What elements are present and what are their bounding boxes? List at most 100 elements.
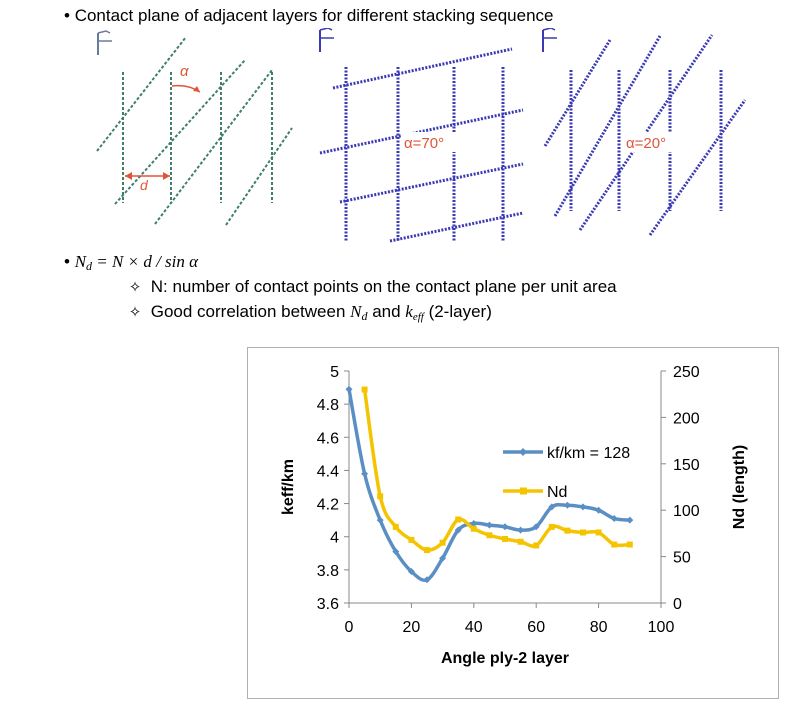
- data-point-nd: [502, 535, 508, 542]
- inclined-fiber-line: [543, 39, 612, 147]
- data-point-nd: [533, 542, 540, 549]
- x-axis-title: Angle ply-2 layer: [441, 650, 569, 667]
- data-point-keff: [454, 526, 462, 534]
- data-point-keff: [579, 503, 587, 511]
- data-point-keff: [626, 516, 634, 524]
- data-point-keff: [361, 470, 369, 478]
- panel-alpha-20: α=20°: [542, 28, 747, 236]
- legend-marker-keff: [519, 448, 527, 456]
- inclined-fiber-line: [332, 47, 513, 90]
- legend-marker-nd: [520, 487, 527, 495]
- chart-series: [345, 385, 634, 584]
- panel-general-alpha: dα: [96, 30, 293, 226]
- inclined-fiber-line: [96, 36, 187, 152]
- data-point-keff: [407, 568, 415, 576]
- data-point-nd: [424, 547, 430, 554]
- data-point-keff: [439, 554, 447, 562]
- data-point-nd: [455, 516, 462, 523]
- data-point-nd: [392, 523, 399, 530]
- y-tick-label: 4.8: [317, 397, 339, 414]
- bullet-title-text: Contact plane of adjacent layers for dif…: [74, 6, 554, 25]
- data-point-keff: [517, 526, 525, 534]
- label-background: [402, 132, 460, 152]
- formula-body: = N × d / sin α: [92, 252, 199, 271]
- y-tick-label: 5: [330, 364, 339, 381]
- y-tick-label: 3.6: [317, 596, 339, 613]
- y2-tick-label: 0: [673, 596, 682, 613]
- inclined-fiber-line: [578, 34, 714, 231]
- data-point-keff: [548, 503, 556, 511]
- sub-bullet-correlation: ✧ Good correlation between Nd and keff (…: [124, 302, 492, 324]
- sub-bullet-n-text: N: number of contact points on the conta…: [150, 277, 617, 296]
- x-tick-label: 0: [345, 619, 354, 636]
- stacking-illustrations: dα α=70° α=20°: [96, 28, 747, 243]
- data-point-nd: [408, 536, 415, 543]
- dimension-d-label: d: [140, 177, 149, 193]
- data-point-nd: [564, 527, 571, 534]
- formula-nd-sub: d: [86, 259, 93, 273]
- y-tick-label: 4.6: [317, 430, 339, 447]
- data-point-keff: [345, 385, 353, 393]
- sub-bullet-n: ✧ N: number of contact points on the con…: [124, 277, 617, 297]
- sub2-k: k: [405, 302, 413, 321]
- x-tick-label: 100: [648, 619, 675, 636]
- sparkle-icon: ✧: [128, 279, 142, 296]
- sub2-k-sub: eff: [412, 311, 424, 323]
- bullet-title: • Contact plane of adjacent layers for d…: [64, 6, 554, 26]
- y-tick-label: 4: [330, 530, 339, 547]
- series-line-keff: [347, 388, 630, 583]
- data-point-keff: [470, 519, 478, 527]
- data-point-keff: [392, 548, 400, 556]
- data-point-keff: [485, 521, 493, 529]
- chart-axes: 0 20 40 60 80 1003.63.844.24.44.64.8505010015…: [280, 364, 748, 667]
- alpha-70-label: α=70°: [404, 135, 444, 152]
- data-point-nd: [377, 493, 384, 500]
- data-point-nd: [626, 541, 633, 548]
- label-background: [624, 132, 682, 152]
- chart-legend: kf/km = 128 Nd: [503, 445, 630, 501]
- data-point-keff: [595, 506, 603, 514]
- arrow-head-icon: [193, 86, 200, 92]
- data-point-nd: [611, 541, 618, 548]
- axis-triad-icon: [319, 28, 333, 31]
- bullet-dot: •: [64, 252, 70, 271]
- x-tick-label: 20: [403, 619, 421, 636]
- data-point-nd: [361, 386, 368, 393]
- alpha-20-label: α=20°: [626, 135, 666, 152]
- y-tick-label: 4.2: [317, 497, 339, 514]
- y2-axis-title: Nd (length): [731, 445, 748, 529]
- inclined-fiber-line: [154, 69, 273, 225]
- data-point-keff: [423, 576, 431, 584]
- y2-tick-label: 250: [673, 364, 700, 381]
- y2-tick-label: 50: [673, 550, 691, 567]
- data-point-nd: [548, 523, 555, 530]
- data-point-keff: [532, 523, 540, 531]
- arrow-head-icon: [163, 172, 170, 180]
- y-tick-label: 3.8: [317, 563, 339, 580]
- x-tick-label: 60: [527, 619, 545, 636]
- data-point-keff: [501, 523, 509, 531]
- bullet-dot: •: [64, 6, 70, 25]
- y-tick-label: 4.4: [317, 463, 339, 480]
- inclined-fiber-line: [319, 108, 524, 155]
- sub2-pre: Good correlation between: [150, 302, 351, 321]
- sub2-nd-sub: d: [361, 309, 368, 323]
- inclined-fiber-line: [225, 127, 293, 226]
- panel-alpha-70: α=70°: [319, 28, 524, 243]
- x-tick-label: 40: [465, 619, 483, 636]
- y-axis-title: keff/km: [280, 459, 297, 515]
- y2-tick-label: 100: [673, 503, 700, 520]
- data-point-nd: [486, 532, 493, 539]
- x-tick-label: 80: [590, 619, 608, 636]
- bullet-formula: • Nd = N × d / sin α: [64, 252, 198, 274]
- keff-nd-chart: 0 20 40 60 80 1003.63.844.24.44.64.8505010015…: [247, 347, 779, 699]
- sub2-and: and: [367, 302, 406, 321]
- legend-label-keff: kf/km = 128: [547, 445, 630, 462]
- axis-triad-icon: [542, 28, 556, 31]
- data-point-keff: [610, 514, 618, 522]
- inclined-fiber-line: [648, 99, 747, 236]
- inclined-fiber-line: [114, 59, 246, 205]
- y2-tick-label: 150: [673, 457, 700, 474]
- y2-tick-label: 200: [673, 410, 700, 427]
- data-point-nd: [580, 529, 586, 536]
